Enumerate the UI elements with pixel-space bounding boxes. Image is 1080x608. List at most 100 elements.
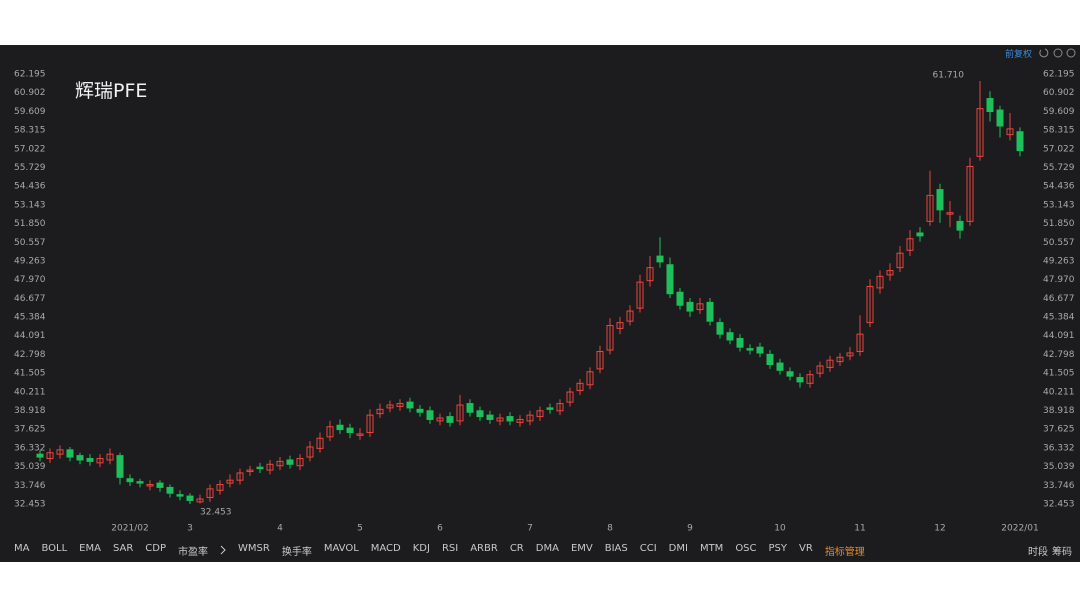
indicator[interactable]: ARBR xyxy=(470,542,498,554)
indicator[interactable]: BIAS xyxy=(604,542,628,554)
candle-body xyxy=(56,449,64,455)
y-tick-label-right: 38.918 xyxy=(1043,406,1075,416)
indicator[interactable]: 市盈率 xyxy=(178,546,209,558)
candle-body xyxy=(526,414,534,422)
candle-body xyxy=(666,264,674,295)
indicator[interactable]: DMI xyxy=(668,542,688,554)
candle-body xyxy=(746,348,754,351)
x-tick-label: 6 xyxy=(437,524,443,534)
candle-body xyxy=(546,407,554,410)
y-tick-label-right: 42.798 xyxy=(1043,350,1075,360)
candle-body xyxy=(426,410,434,420)
chevron[interactable] xyxy=(220,545,226,555)
header-icons xyxy=(1039,48,1076,58)
y-tick-label-right: 45.384 xyxy=(1043,313,1075,323)
x-tick-label: 5 xyxy=(357,524,363,534)
x-tick-label: 10 xyxy=(774,524,786,534)
candle-body xyxy=(876,275,884,289)
indicator[interactable]: PSY xyxy=(768,542,788,554)
indicator[interactable]: EMV xyxy=(570,542,593,554)
candle-body xyxy=(436,417,444,422)
indicator[interactable]: MACD xyxy=(370,542,401,554)
y-tick-label: 45.384 xyxy=(14,313,46,323)
candle-body xyxy=(586,371,594,386)
reset-icon[interactable] xyxy=(1039,48,1049,58)
y-tick-label: 58.315 xyxy=(14,126,46,136)
side-tool[interactable]: 筹码 xyxy=(1052,546,1072,558)
candle-body xyxy=(46,452,54,460)
candle-body xyxy=(996,109,1004,127)
candle-body xyxy=(596,351,604,370)
candle-body xyxy=(606,324,614,351)
indicator-manage[interactable]: 指标管理 xyxy=(824,546,865,558)
indicator[interactable]: 换手率 xyxy=(281,546,312,558)
candle-body xyxy=(206,488,214,499)
min-label: 32.453 xyxy=(200,508,232,518)
candle-body xyxy=(116,455,124,478)
indicator[interactable]: DMA xyxy=(535,542,559,554)
candle-body xyxy=(136,481,144,484)
indicator[interactable]: MTM xyxy=(699,542,724,554)
candle-body xyxy=(186,495,194,501)
candle-body xyxy=(826,359,834,368)
indicator[interactable]: KDJ xyxy=(412,542,430,554)
candle-body xyxy=(36,453,44,458)
candle-body xyxy=(156,482,164,488)
candle-body xyxy=(126,478,134,483)
candle-body xyxy=(506,416,514,422)
zoom-in-icon[interactable] xyxy=(1066,48,1076,58)
candle-body xyxy=(386,404,394,409)
candle-body xyxy=(446,416,454,423)
candle-body xyxy=(956,220,964,231)
candle-body xyxy=(966,165,974,222)
candle-body xyxy=(566,391,574,403)
indicator[interactable]: CDP xyxy=(145,542,167,554)
side-tools: 时段 筹码 xyxy=(1028,542,1072,558)
candle-body xyxy=(106,453,114,461)
y-tick-label-right: 36.332 xyxy=(1043,443,1075,453)
candle-body xyxy=(286,459,294,465)
side-tool[interactable]: 时段 xyxy=(1028,546,1048,558)
candle-body xyxy=(976,108,984,157)
candle-body xyxy=(356,433,364,436)
indicator[interactable]: OSC xyxy=(735,542,757,554)
candle-body xyxy=(766,353,774,366)
indicator-group: MA BOLL EMA SAR CDP 市盈率 xyxy=(14,543,208,558)
y-tick-label: 54.436 xyxy=(14,182,46,192)
indicator[interactable]: WMSR xyxy=(238,542,270,554)
indicator[interactable]: CR xyxy=(509,542,524,554)
y-tick-label-right: 62.195 xyxy=(1043,70,1075,80)
candle-body xyxy=(806,374,814,384)
indicator[interactable]: SAR xyxy=(112,542,134,554)
candle-body xyxy=(706,301,714,322)
candle-body xyxy=(316,437,324,449)
chart-panel xyxy=(0,45,1080,562)
x-tick-label: 11 xyxy=(854,524,865,534)
candle-body xyxy=(716,322,724,335)
indicator[interactable]: RSI xyxy=(441,542,459,554)
indicator[interactable]: CCI xyxy=(639,542,657,554)
candle-body xyxy=(306,446,314,458)
candle-body xyxy=(846,352,854,357)
y-tick-label-right: 35.039 xyxy=(1043,462,1075,472)
indicator[interactable]: VR xyxy=(799,542,813,554)
candle-body xyxy=(256,466,264,470)
candle-body xyxy=(536,410,544,418)
indicator[interactable]: BOLL xyxy=(41,542,68,554)
zoom-out-icon[interactable] xyxy=(1053,48,1063,58)
x-tick-label: 2021/02 xyxy=(111,524,148,534)
candle-body xyxy=(496,417,504,422)
y-tick-label-right: 40.211 xyxy=(1043,387,1075,397)
x-tick-label: 4 xyxy=(277,524,283,534)
y-tick-label: 47.970 xyxy=(14,275,46,285)
candle-body xyxy=(756,346,764,354)
y-tick-label: 40.211 xyxy=(14,387,46,397)
indicator[interactable]: EMA xyxy=(79,542,101,554)
adjust-toggle[interactable]: 前复权 xyxy=(1005,50,1033,60)
indicator[interactable]: MA xyxy=(14,542,30,554)
y-tick-label: 59.609 xyxy=(14,107,46,117)
candle-body xyxy=(946,212,954,215)
candle-body xyxy=(556,403,564,412)
indicator[interactable]: MAVOL xyxy=(323,542,359,554)
candle-body xyxy=(326,426,334,438)
